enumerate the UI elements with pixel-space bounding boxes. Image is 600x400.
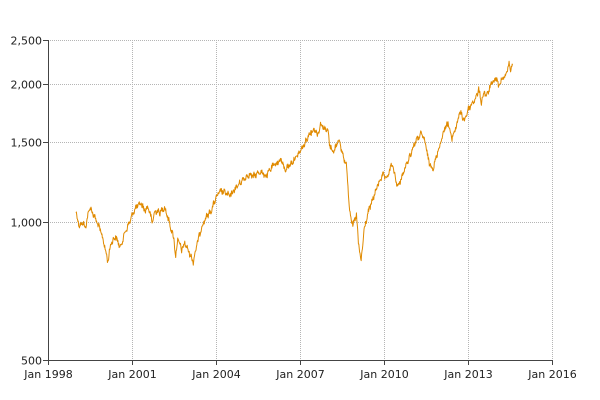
x-tick-labels: Jan 1998 Jan 2001 Jan 2004 Jan 2007 Jan 2010… <box>23 368 576 381</box>
x-tick-label: Jan 1998 <box>23 368 72 381</box>
x-tick-label: Jan 2016 <box>527 368 576 381</box>
x-tick-label: Jan 2001 <box>107 368 156 381</box>
x-tick-label: Jan 2010 <box>359 368 408 381</box>
x-tick-label: Jan 2004 <box>191 368 240 381</box>
y-tick-labels: 500 1,000 1,500 2,000 2,500 <box>11 35 43 368</box>
y-tick-label: 2,000 <box>11 79 43 92</box>
series-line <box>75 60 514 266</box>
x-tick-label: Jan 2013 <box>443 368 492 381</box>
chart-grid <box>48 40 553 360</box>
series-layer <box>75 60 514 266</box>
y-tick-label: 1,000 <box>11 217 43 230</box>
y-tick-label: 2,500 <box>11 35 43 48</box>
chart-axes <box>43 40 553 365</box>
x-tick-label: Jan 2007 <box>275 368 324 381</box>
y-tick-label: 500 <box>21 355 42 368</box>
y-tick-label: 1,500 <box>11 137 43 150</box>
